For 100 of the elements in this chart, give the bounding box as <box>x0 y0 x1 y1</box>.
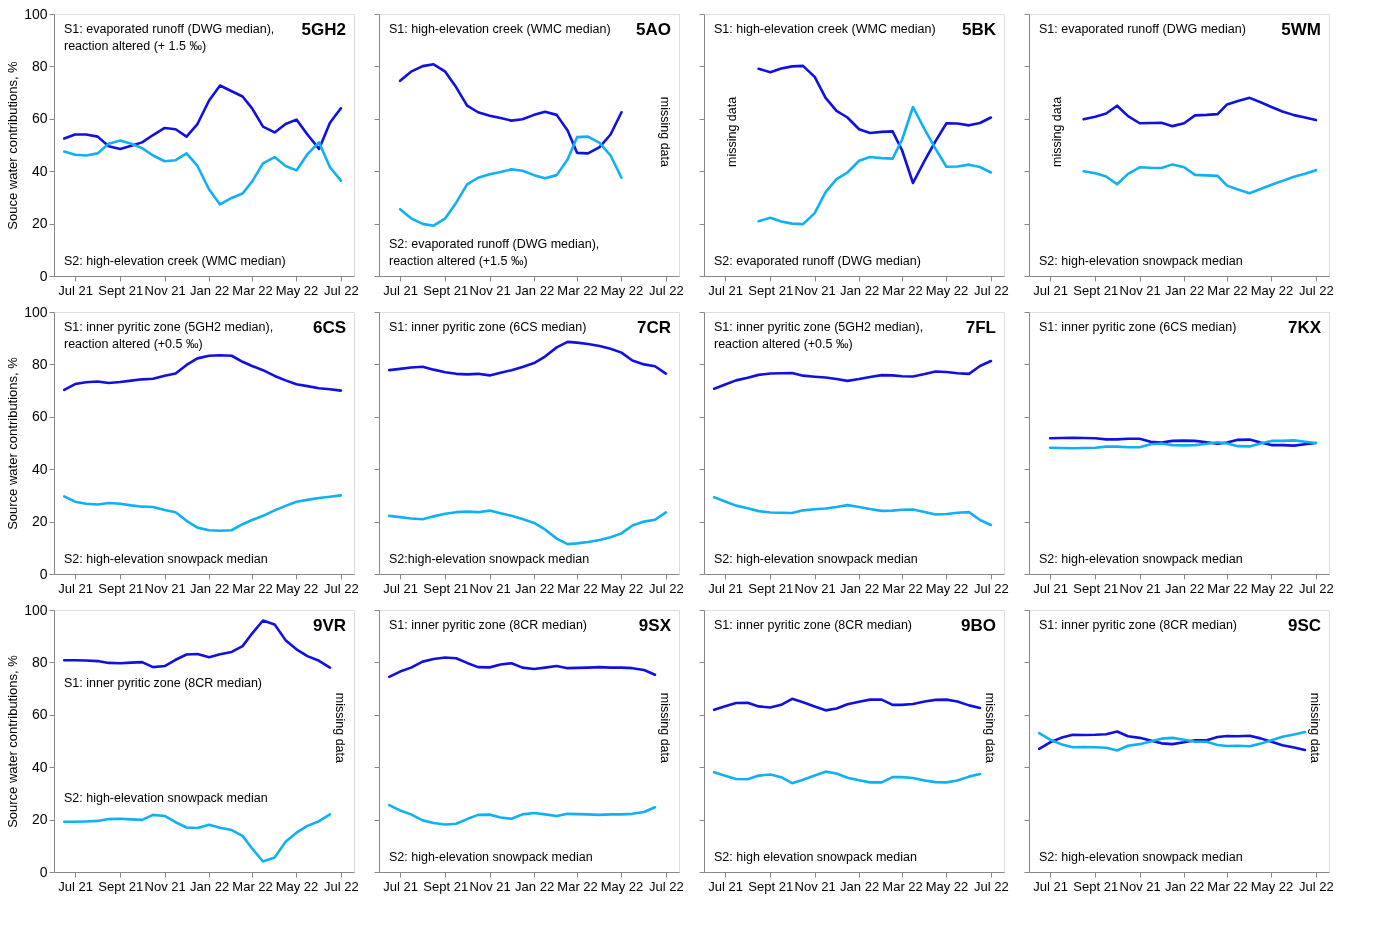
y-tick-label: 80 <box>31 653 48 670</box>
y-tick-label: 20 <box>31 215 48 232</box>
x-tick-label: Jul 21 <box>383 282 418 298</box>
x-tick-label: Sept 21 <box>423 878 469 894</box>
x-tick-label: Jul 21 <box>708 580 743 596</box>
x-tick-label: May 22 <box>925 878 969 894</box>
chart-title: 5GH2 <box>301 20 346 39</box>
annotation: S2: high-elevation snowpack median <box>389 850 593 864</box>
annotation: missing data <box>658 692 672 764</box>
x-tick-label: May 22 <box>1250 282 1294 298</box>
x-tick-label: Sept 21 <box>423 282 469 298</box>
x-tick-label: May 22 <box>275 282 319 298</box>
x-tick-label: Jul 21 <box>1033 878 1068 894</box>
y-tick-label: 40 <box>31 460 48 477</box>
annotation: missing data <box>983 692 997 764</box>
chart-title: 9SX <box>638 616 672 635</box>
x-tick-label: Nov 21 <box>794 580 836 596</box>
x-tick-label: Nov 21 <box>469 580 511 596</box>
annotation: missing data <box>725 96 739 167</box>
y-tick-label: 60 <box>31 408 48 425</box>
annotation: S1: inner pyritic zone (6CS median) <box>389 320 587 334</box>
x-tick-label: Mar 22 <box>1207 282 1248 298</box>
y-tick-label: 60 <box>31 706 48 723</box>
x-tick-label: Nov 21 <box>469 878 511 894</box>
x-tick-label: Mar 22 <box>232 282 273 298</box>
x-tick-label: Jul 22 <box>1299 282 1334 298</box>
x-tick-label: May 22 <box>925 580 969 596</box>
x-tick-label: Jan 22 <box>515 878 555 894</box>
x-tick-label: Nov 21 <box>144 878 186 894</box>
x-tick-label: Sept 21 <box>748 580 794 596</box>
x-tick-label: Jul 22 <box>974 878 1009 894</box>
y-tick-label: 80 <box>31 355 48 372</box>
annotation: S2: high-elevation creek (WMC median) <box>64 254 286 268</box>
x-tick-label: Nov 21 <box>794 878 836 894</box>
annotation: S1: inner pyritic zone (8CR median) <box>714 618 912 632</box>
x-tick-label: Jan 22 <box>840 878 880 894</box>
annotation: S2: high elevation snowpack median <box>714 850 917 864</box>
x-tick-label: Jul 22 <box>649 878 684 894</box>
x-tick-label: May 22 <box>275 580 319 596</box>
y-tick-label: 20 <box>31 811 48 828</box>
x-tick-label: Jan 22 <box>190 580 230 596</box>
x-tick-label: May 22 <box>925 282 969 298</box>
line-series <box>62 139 343 206</box>
x-tick-label: Jul 21 <box>58 878 93 894</box>
chart-title: 9VR <box>312 616 346 635</box>
x-tick-label: Jan 22 <box>1165 282 1205 298</box>
x-tick-label: Jul 22 <box>324 580 359 596</box>
x-tick-label: Nov 21 <box>144 282 186 298</box>
annotation: S2: evaporated runoff (DWG median) <box>714 254 921 268</box>
x-tick-label: Jul 22 <box>1299 580 1334 596</box>
x-tick-label: Mar 22 <box>1207 878 1248 894</box>
y-tick-label: 100 <box>24 5 48 22</box>
x-tick-label: Mar 22 <box>232 878 273 894</box>
x-tick-label: Jan 22 <box>1165 878 1205 894</box>
y-tick-label: 0 <box>39 863 48 880</box>
annotation: S1: evaporated runoff (DWG median), reaction altered (+ 1.5 ‰) <box>64 22 275 53</box>
x-tick-label: Jul 21 <box>708 878 743 894</box>
annotation: S1: inner pyritic zone (5GH2 median), reaction altered (+0.5 ‰) <box>714 320 924 351</box>
x-tick-label: Jan 22 <box>190 282 230 298</box>
x-tick-label: May 22 <box>275 878 319 894</box>
annotation: S1: inner pyritic zone (8CR median) <box>64 676 262 691</box>
x-tick-label: Mar 22 <box>882 282 923 298</box>
annotation: S2: high-elevation snowpack median <box>64 790 268 805</box>
x-tick-label: Jul 22 <box>974 282 1009 298</box>
chart-title: 9SC <box>1287 616 1321 635</box>
annotation: missing data <box>333 692 347 764</box>
x-tick-label: Jul 22 <box>1299 878 1334 894</box>
y-tick-label: 100 <box>24 303 48 320</box>
x-tick-label: Nov 21 <box>1119 580 1161 596</box>
chart-title: 5AO <box>636 20 671 39</box>
x-tick-label: May 22 <box>600 282 644 298</box>
annotation: S1: high-elevation creek (WMC median) <box>714 22 936 36</box>
chart-title: 6CS <box>312 318 346 337</box>
x-tick-label: Jul 21 <box>58 580 93 596</box>
x-tick-label: Jan 22 <box>1165 580 1205 596</box>
x-tick-label: Jul 22 <box>649 282 684 298</box>
chart-title: 5BK <box>961 20 997 39</box>
x-tick-label: Sept 21 <box>423 580 469 596</box>
chart-title: 7KX <box>1287 318 1322 337</box>
annotation: S2: high-elevation snowpack median <box>1039 552 1243 566</box>
x-tick-label: Sept 21 <box>748 282 794 298</box>
line-series <box>62 353 343 392</box>
x-tick-label: May 22 <box>600 878 644 894</box>
chart-title: 5WM <box>1281 20 1321 39</box>
annotation: S2: high-elevation snowpack median <box>714 552 918 566</box>
annotation: S1: inner pyritic zone (5GH2 median), reaction altered (+0.5 ‰) <box>64 320 274 351</box>
annotation: S2: high-elevation snowpack median <box>1039 850 1243 864</box>
x-tick-label: Sept 21 <box>748 878 794 894</box>
x-tick-label: Sept 21 <box>98 580 144 596</box>
line-series <box>62 84 343 151</box>
y-tick-label: 40 <box>31 758 48 775</box>
y-axis-title: Source water contributions, % <box>5 356 21 530</box>
annotation: S1: high-elevation creek (WMC median) <box>389 22 611 36</box>
x-tick-label: Mar 22 <box>882 580 923 596</box>
x-tick-label: Jan 22 <box>840 282 880 298</box>
x-tick-label: Jul 21 <box>58 282 93 298</box>
annotation: S1: evaporated runoff (DWG median) <box>1039 22 1246 36</box>
x-tick-label: Sept 21 <box>1073 580 1119 596</box>
y-tick-label: 20 <box>31 513 48 530</box>
chart-title: 7CR <box>636 318 671 337</box>
